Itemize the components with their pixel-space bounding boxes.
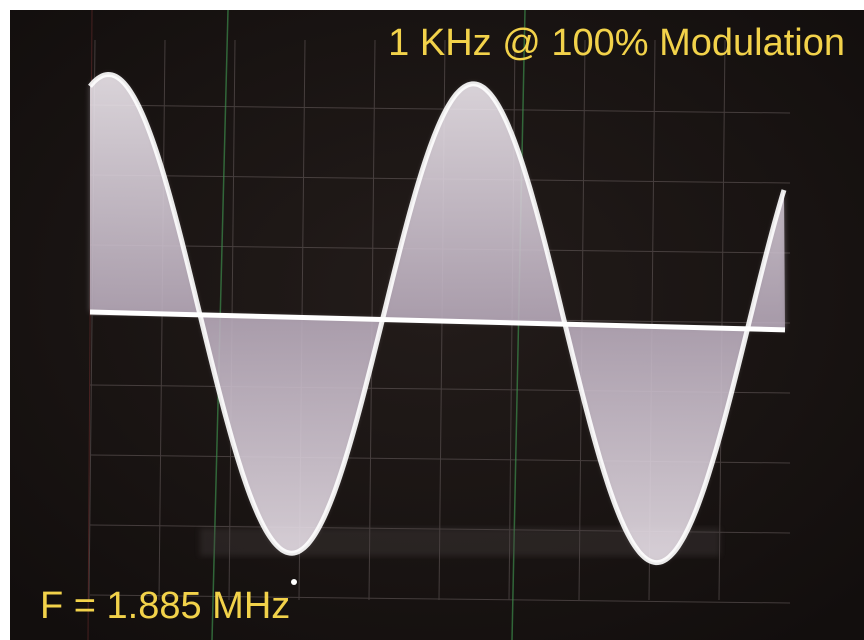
oscilloscope-photo: 1 KHz @ 100% Modulation F = 1.885 MHz — [0, 0, 864, 640]
page: 1 KHz @ 100% Modulation F = 1.885 MHz ((… — [0, 0, 864, 640]
dot — [291, 579, 297, 585]
caption-bottom: F = 1.885 MHz — [40, 585, 290, 627]
caption-top: 1 KHz @ 100% Modulation — [388, 22, 845, 64]
